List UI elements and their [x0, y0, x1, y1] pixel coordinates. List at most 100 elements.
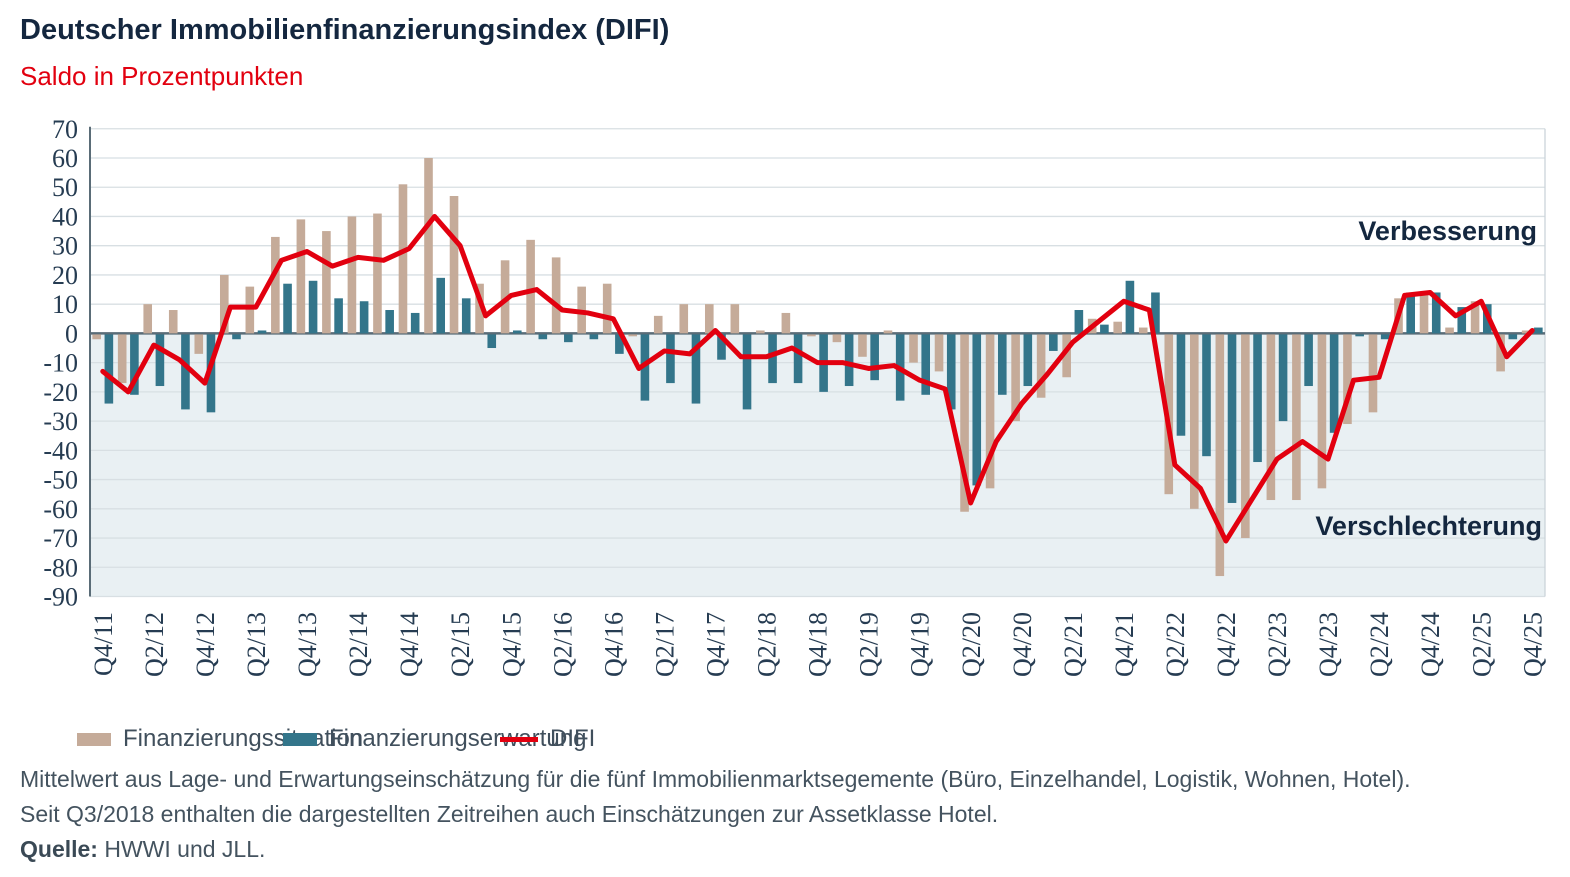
bar-finanzierungssituation	[909, 334, 918, 363]
y-axis-tick-label: 20	[52, 261, 78, 290]
source-text: HWWI und JLL.	[97, 836, 266, 862]
y-axis-tick-label: 70	[52, 115, 78, 144]
y-axis-tick-label: -80	[43, 553, 78, 582]
y-axis-tick-label: -50	[43, 466, 78, 495]
bar-finanzierungssituation	[985, 334, 995, 489]
y-axis-tick-label: -90	[43, 583, 78, 612]
bar-finanzierungssituation	[1036, 334, 1046, 398]
bar-finanzierungssituation	[1419, 292, 1429, 334]
bar-finanzierungserwartung	[946, 334, 956, 410]
bar-finanzierungserwartung	[155, 334, 165, 387]
bar-finanzierungserwartung	[1508, 334, 1518, 340]
bar-finanzierungserwartung	[768, 334, 777, 384]
bar-finanzierungssituation	[628, 334, 638, 337]
y-axis-tick-label: 30	[52, 232, 78, 261]
bar-finanzierungserwartung	[1278, 334, 1288, 422]
bar-finanzierungserwartung	[666, 334, 675, 384]
bar-finanzierungssituation	[143, 304, 153, 334]
bar-finanzierungssituation	[245, 286, 255, 334]
bar-finanzierungssituation	[960, 334, 969, 512]
improvement-annotation: Verbesserung	[1358, 216, 1537, 246]
x-axis-tick-label: Q4/11	[89, 612, 118, 676]
x-axis-tick-label: Q4/21	[1110, 612, 1139, 677]
difi-line-swatch-icon	[500, 736, 538, 742]
x-axis-tick-label: Q4/20	[1008, 612, 1037, 677]
y-axis-tick-label: -70	[43, 524, 78, 553]
chart-subtitle: Saldo in Prozentpunkten	[20, 61, 304, 91]
legend-label: Finanzierungssituation	[123, 725, 364, 752]
x-axis-tick-label: Q4/24	[1416, 612, 1445, 677]
x-axis-tick-label: Q2/19	[855, 612, 884, 677]
bar-finanzierungserwartung	[1176, 334, 1186, 436]
bar-finanzierungssituation	[730, 304, 740, 334]
bar-finanzierungserwartung	[1253, 334, 1262, 463]
bar-finanzierungserwartung	[640, 334, 650, 401]
bar-finanzierungserwartung	[1227, 334, 1237, 503]
bar-finanzierungssituation	[1470, 301, 1480, 334]
legend-label: Finanzierungserwartung	[329, 725, 587, 752]
bar-finanzierungssituation	[271, 236, 280, 334]
x-axis-tick-label: Q4/25	[1518, 612, 1547, 677]
bar-finanzierungserwartung	[564, 334, 573, 343]
bar-finanzierungserwartung	[1074, 310, 1084, 334]
bar-finanzierungssituation	[1368, 334, 1378, 413]
bar-finanzierungssituation	[219, 274, 229, 334]
bar-finanzierungserwartung	[385, 310, 394, 334]
x-axis-tick-label: Q4/19	[906, 612, 935, 677]
bar-finanzierungssituation	[322, 231, 331, 334]
x-axis-tick-label: Q2/15	[446, 612, 475, 677]
bar-finanzierungssituation	[194, 334, 204, 354]
legend-label: DIFI	[550, 725, 596, 752]
bar-finanzierungssituation	[883, 330, 893, 334]
bar-finanzierungssituation	[551, 257, 561, 334]
bar-finanzierungssituation	[1189, 334, 1199, 509]
legend-item-expectation: Finanzierungserwartung	[283, 724, 586, 754]
y-axis-tick-label: 40	[52, 202, 78, 231]
bar-finanzierungserwartung	[232, 334, 241, 340]
bar-finanzierungssituation	[1343, 334, 1352, 425]
bar-finanzierungserwartung	[538, 334, 548, 340]
situation-swatch-icon	[77, 732, 111, 746]
bar-finanzierungssituation	[1317, 334, 1327, 489]
y-axis-tick-label: -30	[43, 407, 78, 436]
footnote-line-2: Seit Q3/2018 enthalten die dargestellten…	[20, 801, 999, 827]
bar-finanzierungserwartung	[283, 283, 292, 334]
bar-finanzierungserwartung	[410, 312, 420, 334]
bar-finanzierungserwartung	[1431, 292, 1441, 334]
bar-finanzierungserwartung	[257, 330, 267, 334]
bar-finanzierungssituation	[296, 219, 306, 334]
bar-finanzierungserwartung	[206, 334, 216, 413]
bar-finanzierungserwartung	[461, 298, 471, 334]
bar-finanzierungssituation	[117, 334, 127, 384]
y-axis-tick-label: -40	[43, 436, 78, 465]
bar-finanzierungserwartung	[742, 334, 752, 410]
bar-finanzierungserwartung	[997, 334, 1007, 395]
y-axis-tick-label: -20	[43, 378, 78, 407]
bar-finanzierungserwartung	[436, 277, 446, 334]
difi-chart-plot: -90-80-70-60-50-40-30-20-100102030405060…	[43, 115, 1547, 677]
chart-footnotes: Mittelwert aus Lage- und Erwartungseinsc…	[20, 762, 1411, 867]
bar-finanzierungserwartung	[589, 334, 599, 340]
below-zero-shading	[90, 333, 1545, 597]
x-axis-tick-label: Q2/16	[548, 612, 577, 677]
bar-finanzierungserwartung	[717, 334, 726, 360]
bar-finanzierungserwartung	[1406, 292, 1416, 334]
bar-finanzierungssituation	[1215, 334, 1225, 577]
x-axis-tick-label: Q4/15	[497, 612, 526, 677]
bar-finanzierungssituation	[653, 315, 663, 334]
bar-finanzierungssituation	[1241, 334, 1250, 539]
bar-finanzierungssituation	[373, 213, 382, 334]
x-axis-tick-label: Q2/17	[650, 612, 679, 677]
x-axis-tick-label: Q4/16	[599, 612, 628, 677]
bar-finanzierungssituation	[347, 216, 357, 334]
page-title: Deutscher Immobilienfinanzierungsindex (…	[20, 14, 670, 46]
x-axis-tick-label: Q4/14	[395, 612, 424, 677]
y-axis-tick-label: 50	[52, 173, 78, 202]
x-axis-tick-label: Q4/22	[1212, 612, 1241, 677]
bar-finanzierungserwartung	[921, 334, 931, 395]
x-axis-tick-label: Q2/23	[1263, 612, 1292, 677]
x-axis-tick-label: Q4/12	[191, 612, 220, 677]
bar-finanzierungssituation	[424, 157, 433, 334]
x-axis-tick-label: Q4/17	[701, 612, 730, 677]
